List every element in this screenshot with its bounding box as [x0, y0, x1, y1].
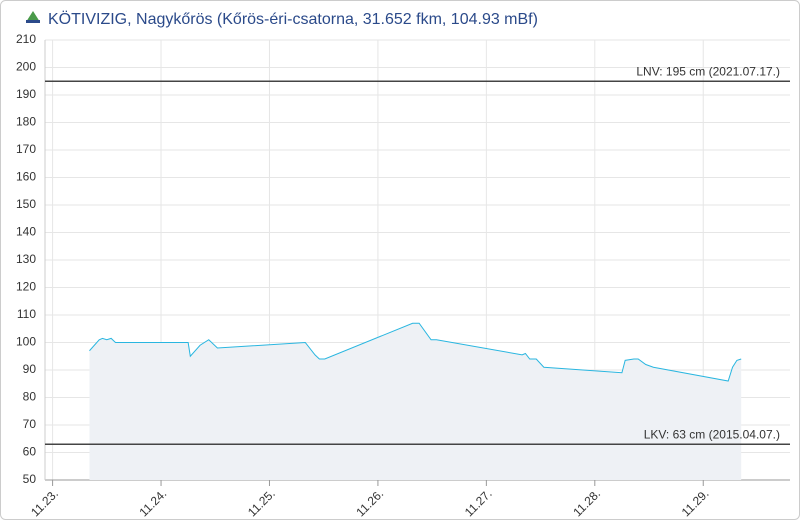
y-tick-label: 160: [16, 170, 36, 184]
y-tick-label: 200: [16, 60, 36, 74]
y-tick-label: 50: [23, 472, 37, 486]
y-tick-label: 140: [16, 225, 36, 239]
y-tick-label: 60: [23, 445, 37, 459]
reference-label: LNV: 195 cm (2021.07.17.): [636, 64, 780, 78]
y-tick-label: 80: [23, 390, 37, 404]
chart-title: KÖTIVIZIG, Nagykőrös (Kőrös-éri-csatorna…: [48, 10, 538, 28]
y-tick-label: 70: [23, 417, 37, 431]
y-tick-label: 130: [16, 252, 36, 266]
y-tick-label: 110: [17, 307, 36, 321]
y-tick-label: 180: [16, 115, 36, 129]
logo: [26, 11, 40, 23]
line: [89, 322, 742, 382]
reference-label: LKV: 63 cm (2015.04.07.): [644, 427, 780, 441]
y-tick-label: 150: [16, 197, 36, 211]
area: [89, 323, 742, 480]
y-tick-label: 120: [16, 280, 36, 294]
y-tick-label: 190: [16, 87, 36, 101]
y-tick-label: 90: [23, 362, 37, 376]
y-tick-label: 100: [16, 335, 36, 349]
y-tick-label: 210: [16, 32, 36, 46]
y-tick-label: 170: [16, 142, 36, 156]
